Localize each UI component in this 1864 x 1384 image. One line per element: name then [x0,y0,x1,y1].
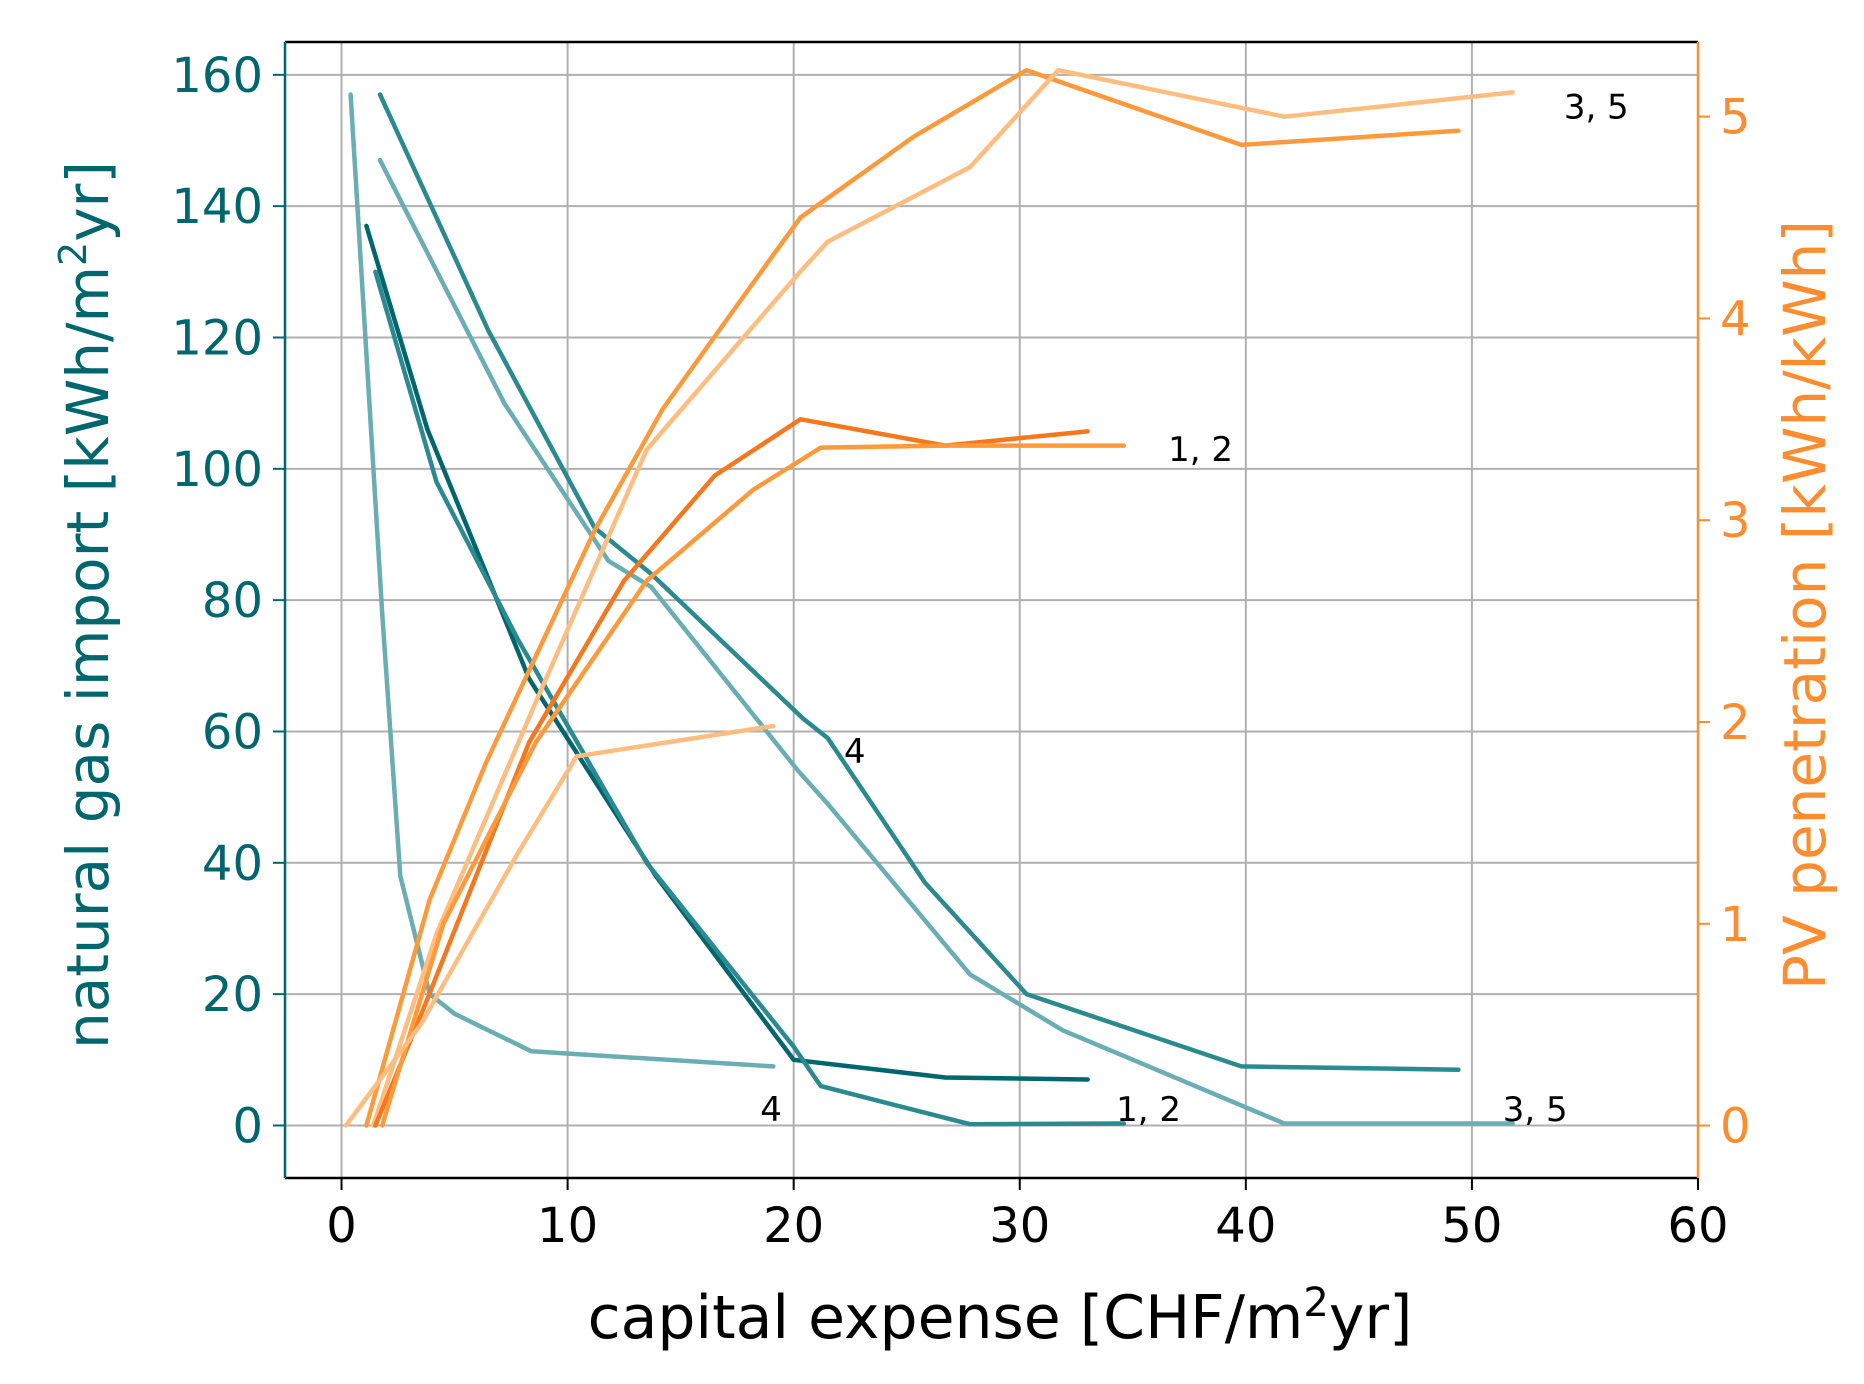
y-left-tick-label: 80 [202,573,263,629]
series-annotation: 1, 2 [1116,1090,1181,1130]
series-annotation: 4 [760,1090,782,1130]
y-left-tick-label: 140 [171,179,263,235]
y-left-tick-label: 0 [232,1098,263,1154]
series-annotation: 1, 2 [1168,430,1233,470]
series-annotation: 4 [844,732,866,772]
x-tick-label: 30 [989,1198,1050,1254]
y-left-tick-label: 120 [171,310,263,366]
x-tick-label: 60 [1667,1198,1728,1254]
gas-series-line-4 [373,269,1127,1127]
pv-series-line-1 [364,67,1461,1128]
y-axis-right-label: PV penetration [kWh/kWh] [1771,220,1839,990]
series-annotation: 3, 5 [1503,1090,1568,1130]
y-left-tick-label: 160 [171,48,263,104]
y-left-tick-label: 20 [202,967,263,1023]
y-axis-left-label: natural gas import [kWh/m2yr] [51,161,122,1049]
y-right-tick-label: 2 [1720,695,1751,751]
axes [283,40,1700,1180]
y-right-tick-label: 1 [1720,897,1751,953]
y-right-tick-label: 3 [1720,493,1751,549]
y-right-tick-label: 0 [1720,1099,1751,1155]
y-left-tick-label: 100 [171,442,263,498]
pv-series-group [343,67,1515,1128]
pv-series-line-3 [373,417,1090,1128]
y-left-tick-label: 40 [202,836,263,892]
x-tick-label: 40 [1215,1198,1276,1254]
gas-series-line-2 [377,157,1515,1126]
pv-series-line-4 [379,443,1127,1128]
x-tick-label: 50 [1441,1198,1502,1254]
y-left-tick-label: 60 [202,704,263,760]
x-tick-label: 0 [326,1198,357,1254]
series-annotation: 3, 5 [1564,88,1629,128]
y-right-tick-label: 4 [1720,291,1751,347]
pv-series-line-5 [343,723,776,1128]
x-tick-label: 10 [537,1198,598,1254]
pv-series-line-2 [370,67,1515,1128]
x-tick-label: 20 [763,1198,824,1254]
ticks: 0 10 20 30 40 50 60 0 20 40 60 80 100 120 140 160 0 1 2 3 4 5 [171,48,1750,1254]
y-right-tick-label: 5 [1720,90,1751,146]
grid [285,42,1699,1178]
x-axis-label: capital expense [CHF/m2yr] [588,1280,1413,1353]
gas-series-line-1 [377,92,1461,1072]
annotations: 3, 5 1, 2 4 4 1, 2 3, 5 [760,88,1628,1130]
